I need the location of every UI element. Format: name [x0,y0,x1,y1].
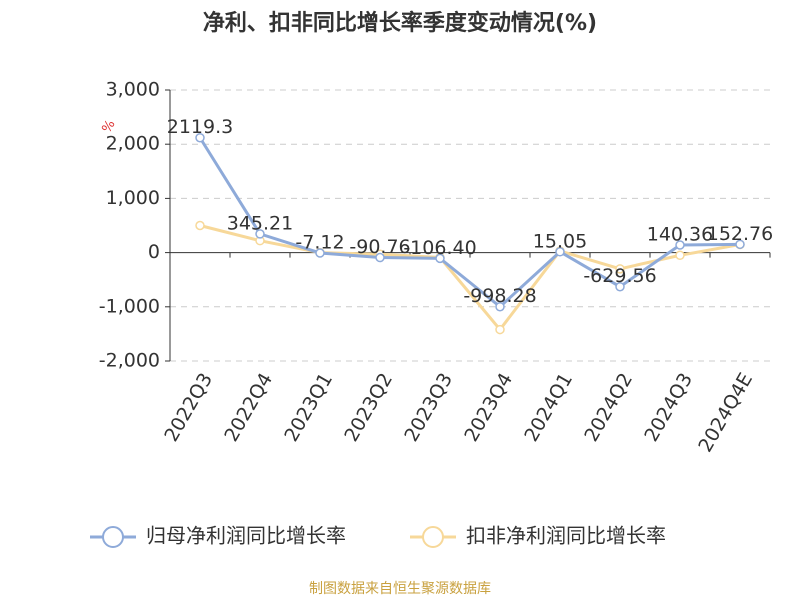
data-point [195,132,205,143]
data-point [735,239,745,250]
y-tick-label: -2,000 [99,350,160,372]
legend-label: 扣非净利润同比增长率 [466,524,666,548]
data-point [195,220,205,231]
data-label: 152.76 [707,223,773,245]
legend-label: 归母净利润同比增长率 [146,524,346,548]
data-label: 15.05 [533,230,587,252]
x-tick-label: 2022Q4 [220,369,277,445]
data-label: -998.28 [463,285,536,307]
y-tick-label: 1,000 [106,187,160,209]
data-point [495,324,505,335]
y-tick-label: 3,000 [106,79,160,101]
x-tick-label: 2024Q2 [580,369,637,445]
data-point [675,240,685,250]
data-label: -629.56 [583,265,656,287]
data-point [255,229,265,239]
source-note: 制图数据来自恒生聚源数据库 [309,581,491,597]
data-point [315,248,325,258]
x-tick-label: 2024Q3 [640,369,697,445]
data-label: -106.40 [403,237,476,259]
x-tick-label: 2024Q1 [520,369,577,445]
y-tick-label: 2,000 [106,133,160,155]
data-label: 345.21 [227,212,293,234]
x-tick-label: 2022Q3 [160,369,217,445]
x-tick-label: 2023Q2 [340,369,397,445]
x-tick-label: 2023Q1 [280,369,337,445]
x-tick-label: 2023Q3 [400,369,457,445]
data-point [615,264,625,274]
series-line [198,136,741,309]
data-point [615,281,625,292]
data-label: -90.76 [349,236,410,258]
legend-marker [102,526,124,548]
data-point [375,252,385,263]
data-point [675,250,685,261]
x-tick-label: 2024Q4E [694,369,757,456]
chart-title: 净利、扣非同比增长率季度变动情况(%) [203,10,597,36]
data-label: 2119.3 [167,116,233,138]
data-label: -7.12 [295,231,344,253]
data-point [495,301,505,312]
series-line [199,224,741,332]
legend-marker [422,526,444,548]
y-tick-label: 0 [148,241,160,263]
y-tick-label: -1,000 [99,295,160,317]
x-tick-label: 2023Q4 [460,369,517,445]
data-point [555,247,565,257]
data-point [435,253,445,264]
data-label: 140.36 [647,223,713,245]
